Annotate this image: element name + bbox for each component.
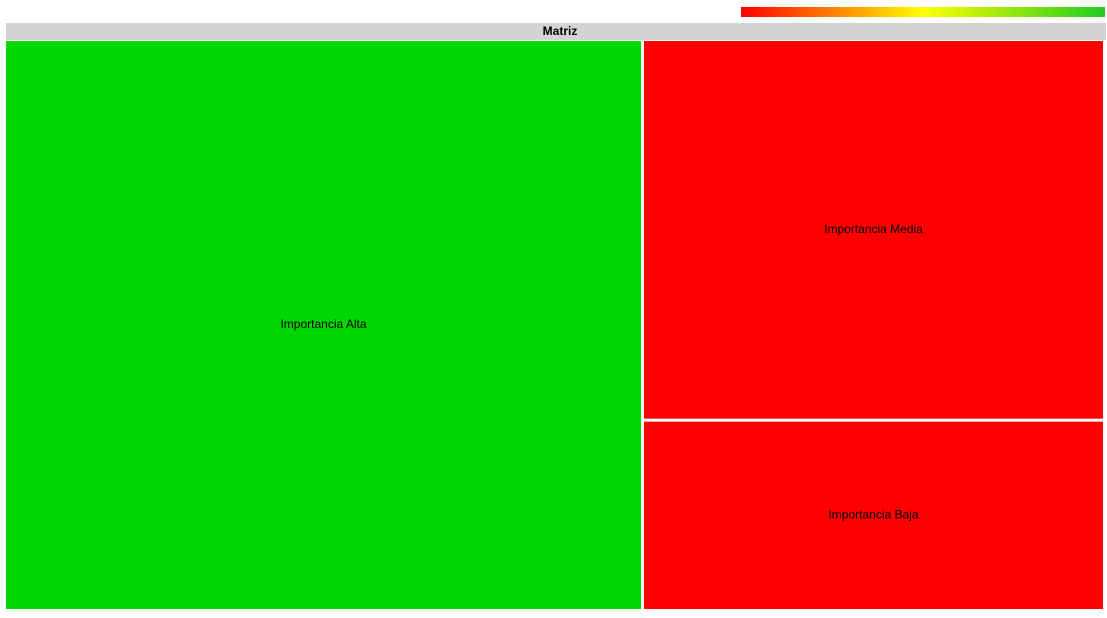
title-bar: [6, 23, 1106, 40]
cell-label: Importancia Media: [824, 222, 923, 236]
treemap-cell: [6, 41, 641, 609]
treemap-cell: [644, 421, 1103, 609]
cell-label: Importancia Alta: [280, 317, 366, 331]
cell-label: Importancia Baja: [828, 508, 918, 522]
color-scale: [741, 7, 1105, 17]
chart-title: Matriz: [543, 24, 578, 38]
treemap-cell: [644, 41, 1103, 419]
